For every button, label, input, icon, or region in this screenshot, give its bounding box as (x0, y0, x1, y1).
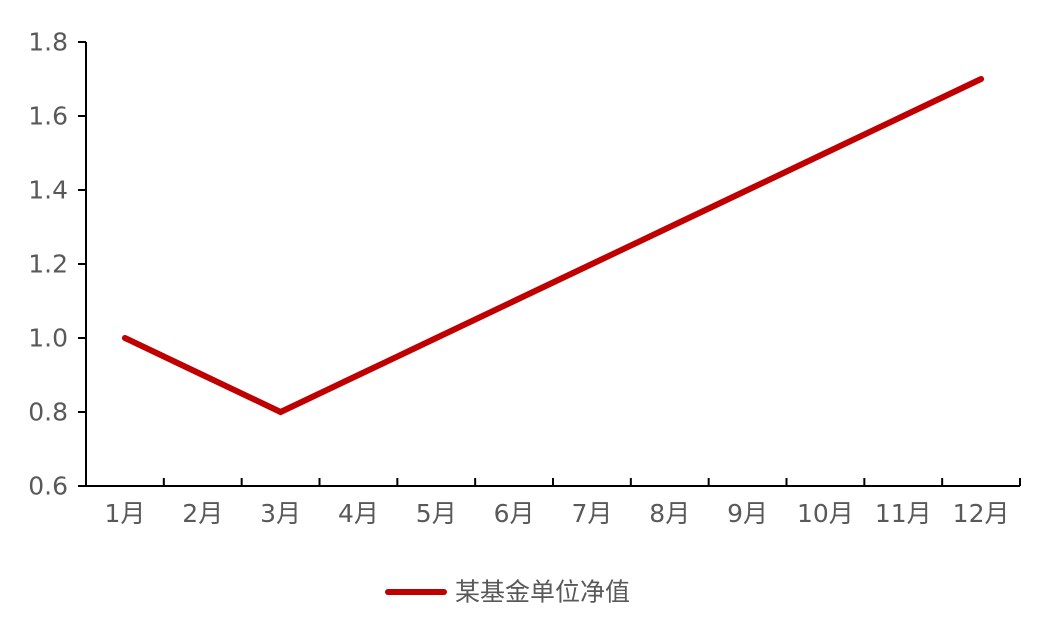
x-tick-label: 9月 (727, 499, 768, 528)
x-tick-label: 7月 (571, 499, 612, 528)
series-line (125, 79, 981, 412)
x-tick-label: 4月 (338, 499, 379, 528)
legend: 某基金单位净值 (388, 578, 630, 607)
x-tick-label: 2月 (182, 499, 223, 528)
x-tick-label: 10月 (797, 499, 854, 528)
y-tick-label: 0.6 (28, 472, 68, 501)
y-tick-label: 0.8 (28, 398, 68, 427)
legend-label: 某基金单位净值 (455, 578, 630, 607)
x-tick-label: 11月 (875, 499, 932, 528)
x-tick-label: 6月 (494, 499, 535, 528)
x-tick-label: 3月 (260, 499, 301, 528)
x-tick-label: 8月 (649, 499, 690, 528)
x-tick-label: 5月 (416, 499, 457, 528)
y-tick-label: 1.8 (28, 28, 68, 57)
x-axis: 1月 2月 3月 4月 5月 6月 7月 8月 9月 10月 11月 12月 (86, 478, 1020, 528)
y-axis: 0.6 0.8 1.0 1.2 1.4 1.6 1.8 (28, 28, 86, 501)
y-tick-label: 1.2 (28, 250, 68, 279)
x-tick-label: 12月 (953, 499, 1010, 528)
y-tick-label: 1.0 (28, 324, 68, 353)
y-tick-label: 1.6 (28, 102, 68, 131)
series-layer (125, 79, 981, 412)
y-tick-label: 1.4 (28, 176, 68, 205)
x-tick-label: 1月 (104, 499, 145, 528)
